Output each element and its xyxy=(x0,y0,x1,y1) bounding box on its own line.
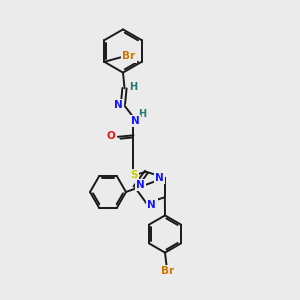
Text: N: N xyxy=(113,100,122,110)
Text: N: N xyxy=(130,116,140,126)
Text: S: S xyxy=(130,170,138,180)
Text: Br: Br xyxy=(122,51,136,62)
Text: H: H xyxy=(138,109,146,119)
Text: N: N xyxy=(155,173,164,183)
Text: O: O xyxy=(107,131,116,141)
Text: H: H xyxy=(129,82,138,92)
Text: N: N xyxy=(147,200,156,210)
Text: Br: Br xyxy=(161,266,174,276)
Text: N: N xyxy=(136,180,145,190)
